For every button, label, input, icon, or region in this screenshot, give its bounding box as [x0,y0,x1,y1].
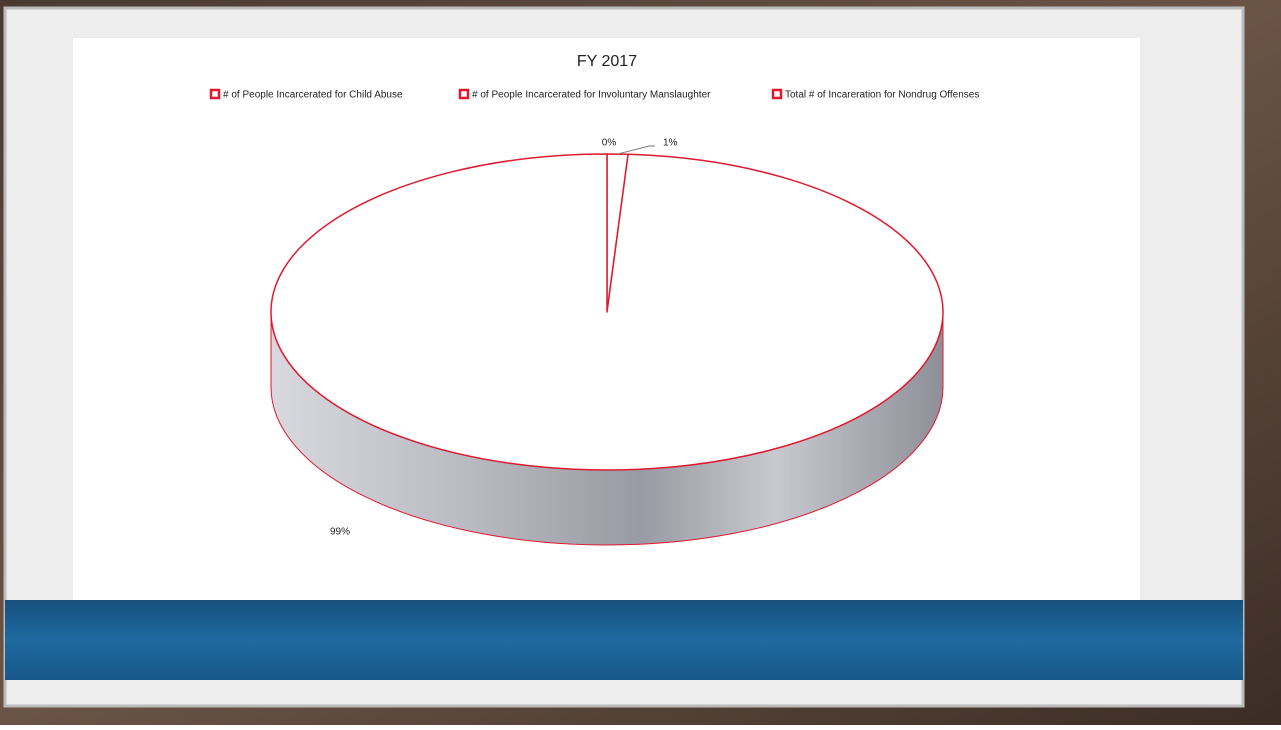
legend-marker [458,88,470,100]
blue-band [5,600,1243,680]
chart-title: FY 2017 [577,53,637,70]
data-label: 99% [330,527,350,538]
data-label: 1% [663,138,678,149]
pie-slice [270,153,944,471]
legend: # of People Incarcerated for Child Abuse… [209,88,979,101]
legend-label: # of People Incarcerated for Involuntary… [472,90,711,101]
legend-label: Total # of Incareration for Nondrug Offe… [785,90,979,101]
leader-line [617,145,655,155]
legend-marker [771,88,783,100]
legend-marker [209,88,221,100]
data-label: 0% [602,138,617,149]
legend-label: # of People Incarcerated for Child Abuse [223,90,403,101]
pie: 0% 1% 99% [270,138,944,546]
